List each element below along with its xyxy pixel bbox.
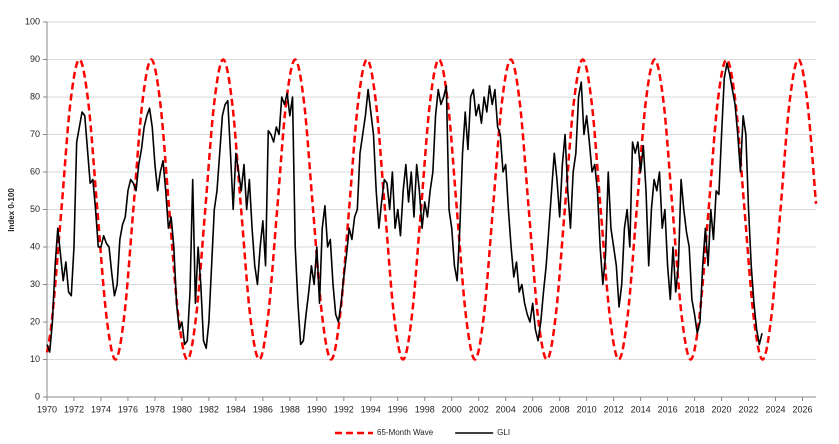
x-tick-label: 1992: [334, 404, 354, 414]
x-tick-label: 1984: [226, 404, 246, 414]
y-tick-label: 100: [25, 16, 40, 26]
x-tick-label: 1998: [415, 404, 435, 414]
x-tick-label: 2004: [496, 404, 516, 414]
x-tick-label: 1980: [172, 404, 192, 414]
line-series: [45, 58, 818, 361]
x-tick-label: 1972: [64, 404, 84, 414]
y-tick-label: 80: [30, 91, 40, 101]
x-tick-label: 2020: [712, 404, 732, 414]
x-tick-label: 2024: [766, 404, 786, 414]
y-tick-label: 30: [30, 279, 40, 289]
x-tick-label: 2002: [469, 404, 489, 414]
y-tick-label: 10: [30, 354, 40, 364]
x-tick-label: 1974: [91, 404, 111, 414]
y-tick-label: 20: [30, 316, 40, 326]
x-tick-label: 1988: [280, 404, 300, 414]
x-tick-label: 1996: [388, 404, 408, 414]
line-series: [46, 62, 763, 353]
x-tick-label: 2012: [604, 404, 624, 414]
x-tick-label: 2000: [442, 404, 462, 414]
y-tick-label: 40: [30, 241, 40, 251]
x-tick-label: 2022: [739, 404, 759, 414]
y-tick-label: 90: [30, 54, 40, 64]
y-tick-label: 0: [35, 391, 40, 401]
x-tick-label: 1978: [145, 404, 165, 414]
x-tick-label: 2026: [792, 404, 812, 414]
x-tick-label: 2016: [658, 404, 678, 414]
x-tick-label: 1970: [37, 404, 57, 414]
x-tick-label: 2014: [631, 404, 651, 414]
y-tick-label: 50: [30, 204, 40, 214]
y-tick-label: 60: [30, 166, 40, 176]
x-tick-label: 2010: [577, 404, 597, 414]
x-tick-label: 2018: [685, 404, 705, 414]
legend-label: 65-Month Wave: [377, 428, 434, 437]
x-tick-label: 1982: [199, 404, 219, 414]
x-tick-label: 1986: [253, 404, 273, 414]
x-tick-label: 1994: [361, 404, 381, 414]
x-tick-label: 2008: [550, 404, 570, 414]
x-tick-label: 1990: [307, 404, 327, 414]
legend-label: GLI: [497, 428, 510, 437]
x-tick-label: 1976: [118, 404, 138, 414]
y-tick-label: 70: [30, 129, 40, 139]
x-tick-label: 2006: [523, 404, 543, 414]
y-axis-label: Index 0-100: [7, 188, 16, 232]
